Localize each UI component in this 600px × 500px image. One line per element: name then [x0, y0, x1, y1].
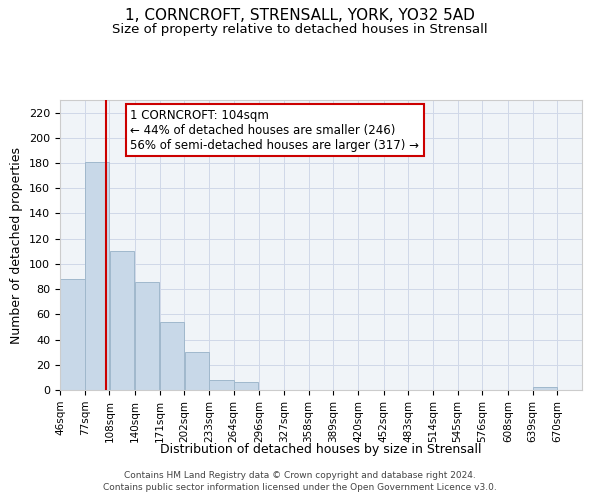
Bar: [209, 380, 233, 390]
Bar: [185, 352, 209, 390]
Bar: [160, 322, 184, 390]
Bar: [533, 388, 557, 390]
Bar: [60, 279, 85, 390]
Bar: [135, 282, 160, 390]
Bar: [234, 382, 258, 390]
Bar: [110, 252, 134, 390]
Y-axis label: Number of detached properties: Number of detached properties: [10, 146, 23, 344]
Text: 1 CORNCROFT: 104sqm
← 44% of detached houses are smaller (246)
56% of semi-detac: 1 CORNCROFT: 104sqm ← 44% of detached ho…: [130, 108, 419, 152]
Text: 1, CORNCROFT, STRENSALL, YORK, YO32 5AD: 1, CORNCROFT, STRENSALL, YORK, YO32 5AD: [125, 8, 475, 22]
Bar: [85, 162, 109, 390]
Text: Distribution of detached houses by size in Strensall: Distribution of detached houses by size …: [160, 442, 482, 456]
Text: Size of property relative to detached houses in Strensall: Size of property relative to detached ho…: [112, 22, 488, 36]
Text: Contains HM Land Registry data © Crown copyright and database right 2024.
Contai: Contains HM Land Registry data © Crown c…: [103, 471, 497, 492]
